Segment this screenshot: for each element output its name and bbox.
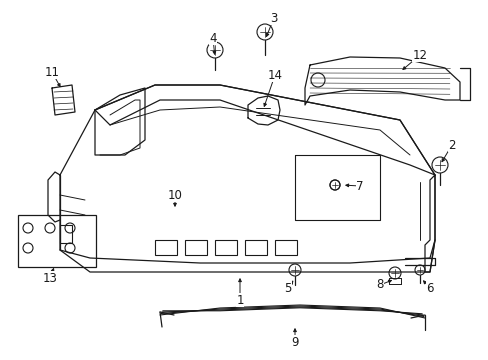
Text: 13: 13 [42,271,57,284]
Text: 8: 8 [376,279,383,292]
Bar [274,240,296,255]
Bar [18,215,96,267]
Text: 4: 4 [209,32,216,45]
Text: 3: 3 [270,12,277,24]
Text: 12: 12 [412,49,427,62]
Bar [184,240,206,255]
Bar [60,225,72,243]
Text: 2: 2 [447,139,455,152]
Bar [155,240,177,255]
Text: 11: 11 [44,66,60,78]
Text: 14: 14 [267,68,282,81]
Text: 10: 10 [167,189,182,202]
Text: 6: 6 [426,282,433,294]
Bar [215,240,237,255]
Text: 9: 9 [291,336,298,348]
Text: 5: 5 [284,282,291,294]
Text: 1: 1 [236,293,243,306]
Bar [244,240,266,255]
Text: 7: 7 [356,180,363,193]
